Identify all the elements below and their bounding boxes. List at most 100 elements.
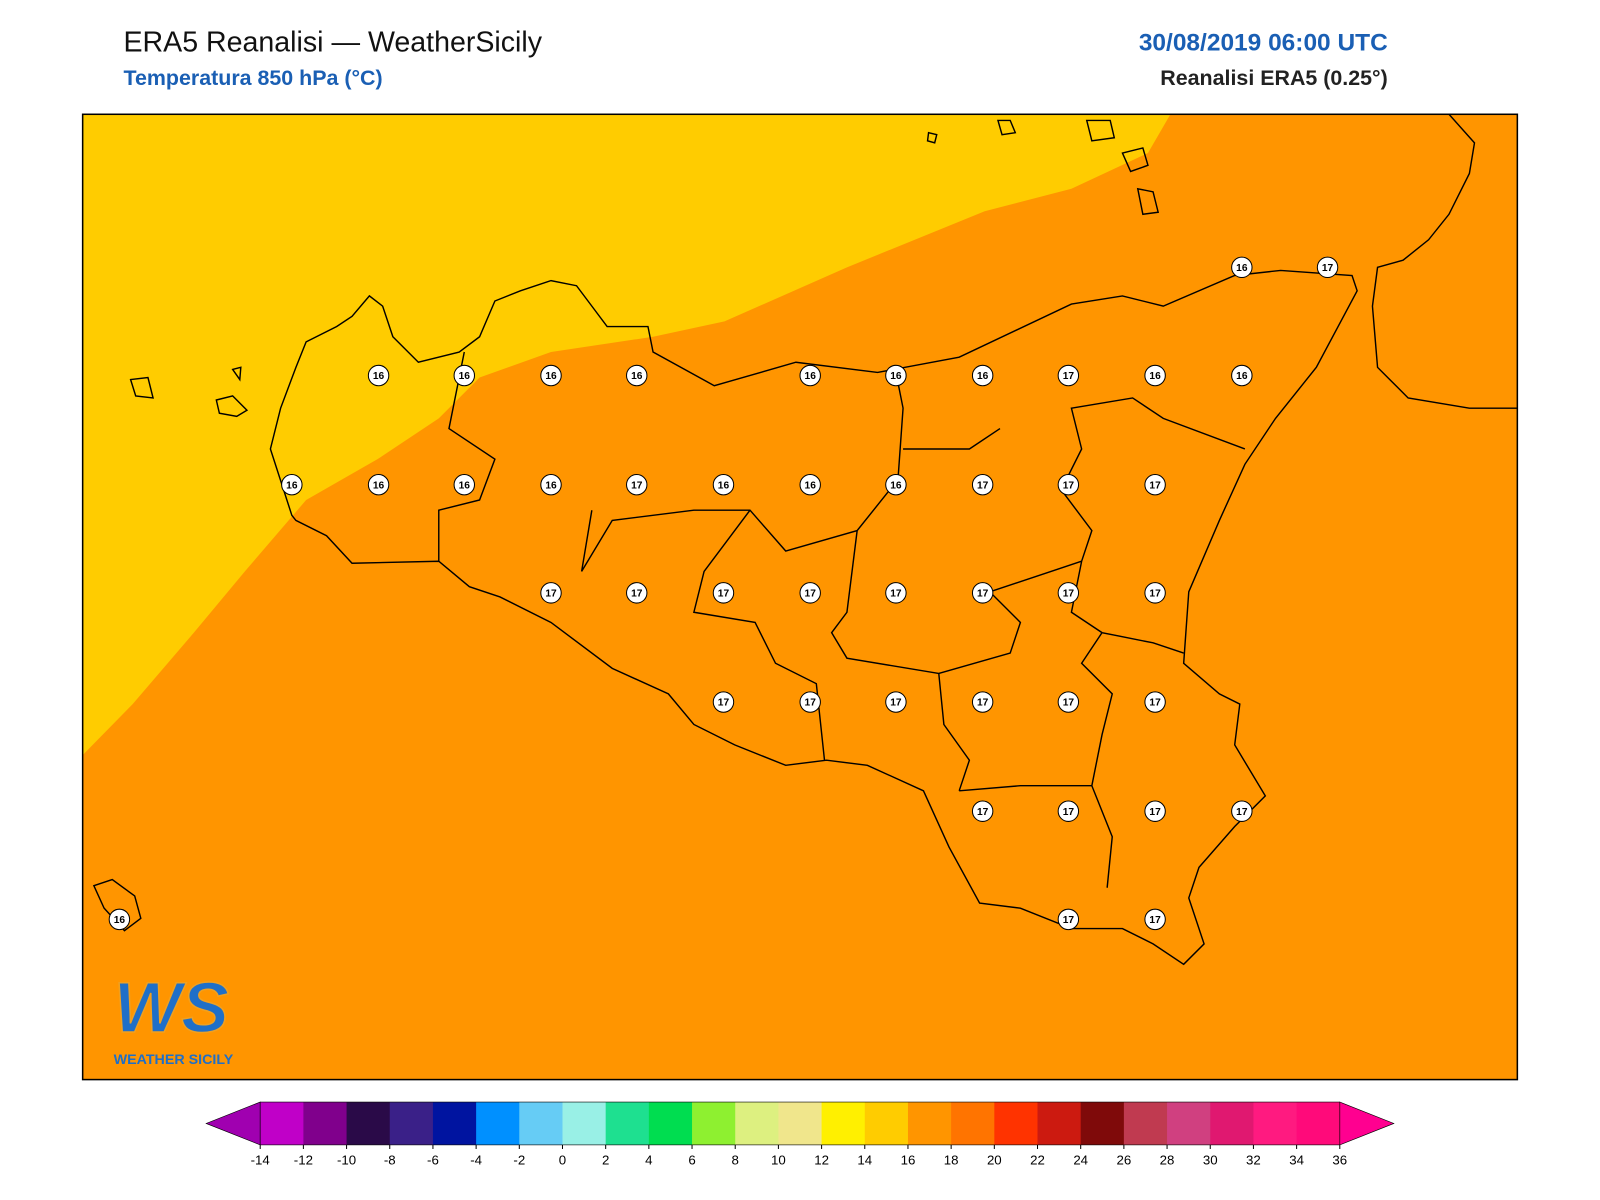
colorbar-bin [821,1102,866,1145]
station-marker [108,908,131,931]
map-frame [81,113,1519,1081]
sicily-coast [269,269,1358,966]
station-value: 16 [459,480,471,491]
colorbar-bin [562,1102,607,1145]
station-marker [1144,582,1166,604]
station-marker [712,582,735,604]
colorbar-tick-label: 28 [1160,1153,1175,1168]
station-value: 17 [1063,807,1075,818]
station-marker [1144,691,1166,713]
colorbar-bin [260,1102,304,1145]
station-value: 16 [1149,371,1161,382]
colorbar-tick-label: -14 [251,1153,270,1168]
station-value: 17 [631,589,643,600]
station-value: 17 [1149,915,1161,926]
station-value: 16 [545,371,557,382]
station-marker [1144,800,1166,822]
colorbar-bin [864,1102,909,1145]
colorbar-tick-label: -2 [513,1153,525,1168]
colorbar-tick-label: 0 [559,1153,566,1168]
colorbar-bin [346,1102,391,1145]
station-value: 16 [1236,371,1248,382]
station-value: 16 [890,480,902,491]
station-marker [1316,256,1339,279]
calabria-coast [1371,113,1518,409]
station-value: 17 [631,480,643,491]
station-value: 17 [1149,480,1161,491]
station-value: 17 [805,589,817,600]
colorbar-tick-label: 8 [732,1153,739,1168]
colorbar-bin [994,1102,1039,1145]
colorbar-tick-label: -8 [384,1153,396,1168]
station-marker [1057,473,1080,496]
colorbar-tick-label: 34 [1289,1153,1304,1168]
station-marker [799,364,821,387]
station-value: 17 [718,698,730,709]
station-value: 16 [1236,263,1248,274]
station-value: 16 [114,915,126,926]
colorbar-bin [907,1102,952,1145]
colorbar-bin [1037,1102,1082,1145]
title: ERA5 Reanalisi — WeatherSicily [123,26,542,58]
station-marker [1057,691,1080,713]
station-marker [626,473,648,496]
station-marker [1231,256,1253,279]
station-marker [971,364,994,387]
province-borders [438,351,1246,888]
station-value: 17 [718,589,730,600]
colorbar-tick-label: 30 [1203,1153,1218,1168]
station-marker [885,473,907,496]
station-value: 17 [1149,698,1161,709]
station-marker [799,582,821,604]
colorbar-tick-label: 32 [1246,1153,1261,1168]
station-marker [712,691,735,713]
station-marker [1057,364,1080,387]
colorbar-tick-label: 6 [688,1153,695,1168]
colorbar-tick-label: 22 [1030,1153,1045,1168]
station-marker [1144,908,1166,931]
colorbar-bin [303,1102,348,1145]
station-value: 17 [1063,698,1075,709]
colorbar-tick-label: 16 [901,1153,916,1168]
station-marker [799,691,821,713]
colorbar-bin [476,1102,520,1145]
datetime: 30/08/2019 06:00 UTC [1139,29,1388,56]
station-marker [971,582,994,604]
station-marker [281,473,303,496]
station-marker [1144,473,1166,496]
colorbar-over [1339,1101,1395,1146]
station-marker [1057,908,1080,931]
colorbar-bin [1296,1102,1341,1145]
station-marker [453,473,475,496]
colorbar: -14 -12 -10 -8 -6 -4 -2 0 2 4 6 8 10 12 14 16 18 20 22 24 26… [205,1101,1395,1168]
station-value: 16 [545,480,557,491]
station-value: 16 [805,480,817,491]
islands [92,119,1160,932]
source: Reanalisi ERA5 (0.25°) [1160,66,1387,90]
station-value: 17 [890,589,902,600]
station-value: 17 [805,698,817,709]
colorbar-bin [648,1102,693,1145]
station-value: 17 [1149,589,1161,600]
colorbar-tick-label: 14 [857,1153,872,1168]
cool-field [82,114,1171,756]
station-value: 17 [890,698,902,709]
station-marker [367,364,390,387]
station-value: 16 [718,480,730,491]
colorbar-bin [389,1102,434,1145]
station-value: 17 [545,589,557,600]
station-marker [367,473,390,496]
logo-mark: WS [114,968,229,1048]
colorbar-tick-label: 12 [814,1153,829,1168]
station-value: 17 [977,589,989,600]
colorbar-bin [519,1102,563,1145]
station-marker [971,473,994,496]
station-marker [626,582,648,604]
colorbar-tick-label: 26 [1117,1153,1132,1168]
colorbar-frame [259,1101,1341,1146]
station-marker [885,582,907,604]
station-value: 17 [1063,915,1075,926]
colorbar-bin [735,1102,779,1145]
station-marker [885,364,907,387]
station-marker [971,800,994,822]
